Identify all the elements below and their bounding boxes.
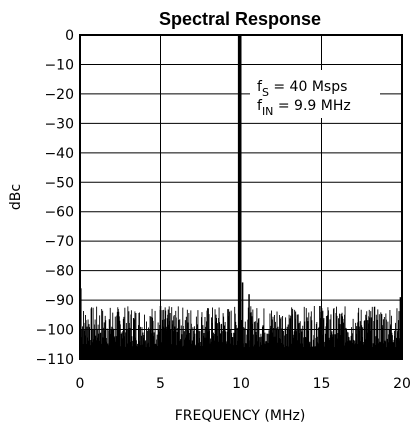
y-tick-label: −30 <box>44 116 74 132</box>
y-tick-label: −110 <box>36 352 74 368</box>
annotation-sample-rate: fS = 40 Msps <box>257 79 347 99</box>
x-tick-label: 5 <box>156 376 165 392</box>
annotation-rest1: = 40 Msps <box>269 79 347 95</box>
y-tick-label: −90 <box>44 293 74 309</box>
y-tick-label: −80 <box>44 264 74 280</box>
y-tick-label: −100 <box>36 323 74 339</box>
x-tick-label: 0 <box>76 376 85 392</box>
x-tick-label: 15 <box>313 376 331 392</box>
x-axis-label: FREQUENCY (MHz) <box>175 408 306 424</box>
x-tick-label: 10 <box>232 376 250 392</box>
y-tick-label: −70 <box>44 234 74 250</box>
noise-floor-fill <box>80 347 402 359</box>
annotation-f2: f <box>257 98 263 114</box>
y-tick-label: 0 <box>65 28 74 44</box>
annotation-sub-s: S <box>262 86 269 99</box>
y-tick-label: −60 <box>44 205 74 221</box>
plot-frame <box>79 34 403 360</box>
y-tick-label: −50 <box>44 175 74 191</box>
x-axis-ticks: 0 5 10 15 20 <box>76 376 411 392</box>
y-axis-label: dBc <box>8 184 24 210</box>
annotation-rest2: = 9.9 MHz <box>273 98 350 114</box>
annotation-f1: f <box>257 79 263 95</box>
annotation-box: fS = 40 Msps fIN = 9.9 MHz <box>250 70 380 118</box>
annotation-background <box>250 70 380 118</box>
annotation-input-frequency: fIN = 9.9 MHz <box>257 98 351 118</box>
chart-title: Spectral Response <box>159 9 321 29</box>
annotation-sub-in: IN <box>262 105 273 118</box>
y-tick-label: −20 <box>44 87 74 103</box>
x-tick-label: 20 <box>393 376 411 392</box>
y-tick-label: −40 <box>44 146 74 162</box>
y-tick-label: −10 <box>44 57 74 73</box>
y-axis-ticks: 0 −10 −20 −30 −40 −50 −60 −70 −80 −90 −100 −110 <box>36 28 74 368</box>
